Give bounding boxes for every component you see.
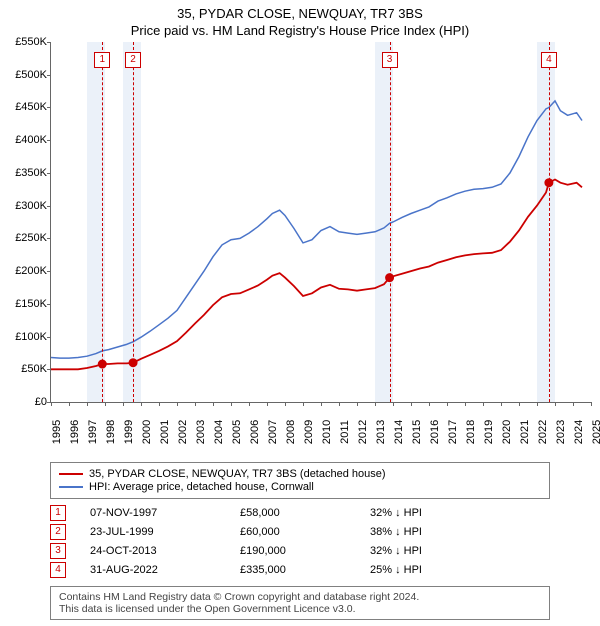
x-axis-tick-label: 2009 [303,420,315,444]
x-axis-tick-label: 2025 [591,420,600,444]
sales-diff: 32% ↓ HPI [370,545,422,557]
x-axis-tick-label: 1997 [87,420,99,444]
sales-marker-num: 1 [50,505,66,521]
x-axis-tick-label: 2004 [213,420,225,444]
x-axis-tick-label: 2024 [573,420,585,444]
x-axis-tick-label: 2020 [501,420,513,444]
x-axis-tick-label: 2017 [447,420,459,444]
event-marker: 2 [125,52,141,68]
down-arrow-icon: ↓ [395,564,401,576]
y-axis-tick-label: £550K [3,36,47,48]
x-axis-tick-label: 2021 [519,420,531,444]
chart-svg [51,42,591,402]
y-axis-tick-label: £500K [3,69,47,81]
sales-price: £58,000 [240,507,370,519]
sales-date: 31-AUG-2022 [90,564,240,576]
x-axis-tick-label: 1999 [123,420,135,444]
x-axis-tick-label: 2018 [465,420,477,444]
y-axis-tick-label: £350K [3,167,47,179]
sales-row: 2 23-JUL-1999£60,00038% ↓ HPI [50,524,550,540]
x-axis-tick-label: 2005 [231,420,243,444]
y-axis-tick-label: £50K [3,363,47,375]
chart-subtitle: Price paid vs. HM Land Registry's House … [0,23,600,38]
y-axis-tick-label: £450K [3,101,47,113]
sales-date: 24-OCT-2013 [90,545,240,557]
sales-price: £335,000 [240,564,370,576]
sales-row: 1 07-NOV-1997£58,00032% ↓ HPI [50,505,550,521]
plot-region: £0£50K£100K£150K£200K£250K£300K£350K£400… [50,42,591,403]
chart-container: 35, PYDAR CLOSE, NEWQUAY, TR7 3BS Price … [0,6,600,626]
x-axis-tick-label: 2003 [195,420,207,444]
x-axis-tick-label: 2016 [429,420,441,444]
sales-marker-num: 3 [50,543,66,559]
x-axis-tick-label: 2014 [393,420,405,444]
down-arrow-icon: ↓ [395,507,401,519]
footer-box: Contains HM Land Registry data © Crown c… [50,586,550,620]
chart-area: £0£50K£100K£150K£200K£250K£300K£350K£400… [50,42,590,422]
y-axis-tick-label: £200K [3,265,47,277]
sales-diff: 32% ↓ HPI [370,507,422,519]
sales-price: £60,000 [240,526,370,538]
x-axis-tick-label: 1996 [69,420,81,444]
sales-date: 07-NOV-1997 [90,507,240,519]
event-vline [390,42,391,402]
x-axis-tick-label: 2010 [321,420,333,444]
x-axis-tick-label: 2001 [159,420,171,444]
sales-price: £190,000 [240,545,370,557]
x-axis-tick-label: 1995 [51,420,63,444]
sales-diff: 25% ↓ HPI [370,564,422,576]
sales-row: 4 31-AUG-2022£335,00025% ↓ HPI [50,562,550,578]
series-price_paid [51,180,582,370]
sales-marker-num: 4 [50,562,66,578]
y-axis-tick-label: £150K [3,298,47,310]
event-marker: 1 [94,52,110,68]
y-axis-tick-label: £100K [3,331,47,343]
sales-date: 23-JUL-1999 [90,526,240,538]
x-axis-tick-label: 2007 [267,420,279,444]
y-axis-tick-label: £300K [3,200,47,212]
footer-line: Contains HM Land Registry data © Crown c… [59,591,541,603]
down-arrow-icon: ↓ [395,545,401,557]
x-axis-tick-label: 2022 [537,420,549,444]
legend-swatch [59,473,83,475]
legend-row: HPI: Average price, detached house, Corn… [59,481,541,493]
x-axis-tick-label: 2002 [177,420,189,444]
x-axis-tick-label: 2019 [483,420,495,444]
event-marker: 4 [541,52,557,68]
event-vline [102,42,103,402]
x-axis-tick-label: 2011 [339,420,351,444]
x-axis-tick-label: 2012 [357,420,369,444]
x-axis-tick-label: 2023 [555,420,567,444]
y-axis-tick-label: £400K [3,134,47,146]
legend-box: 35, PYDAR CLOSE, NEWQUAY, TR7 3BS (detac… [50,462,550,499]
sales-marker-num: 2 [50,524,66,540]
x-axis-tick-label: 2000 [141,420,153,444]
chart-title: 35, PYDAR CLOSE, NEWQUAY, TR7 3BS [0,6,600,21]
event-marker: 3 [382,52,398,68]
series-hpi [51,101,582,358]
x-axis-tick-label: 2006 [249,420,261,444]
y-axis-tick-label: £0 [3,396,47,408]
sales-diff: 38% ↓ HPI [370,526,422,538]
y-axis-tick-label: £250K [3,232,47,244]
x-axis-tick-label: 2015 [411,420,423,444]
sales-table: 107-NOV-1997£58,00032% ↓ HPI223-JUL-1999… [50,505,550,578]
x-axis-tick-label: 2008 [285,420,297,444]
x-axis-tick-label: 2013 [375,420,387,444]
x-axis-tick-label: 1998 [105,420,117,444]
legend-label: 35, PYDAR CLOSE, NEWQUAY, TR7 3BS (detac… [89,468,386,480]
legend-row: 35, PYDAR CLOSE, NEWQUAY, TR7 3BS (detac… [59,468,541,480]
event-vline [133,42,134,402]
legend-label: HPI: Average price, detached house, Corn… [89,481,314,493]
sales-row: 3 24-OCT-2013£190,00032% ↓ HPI [50,543,550,559]
legend-swatch [59,486,83,488]
event-vline [549,42,550,402]
footer-line: This data is licensed under the Open Gov… [59,603,541,615]
down-arrow-icon: ↓ [395,526,401,538]
